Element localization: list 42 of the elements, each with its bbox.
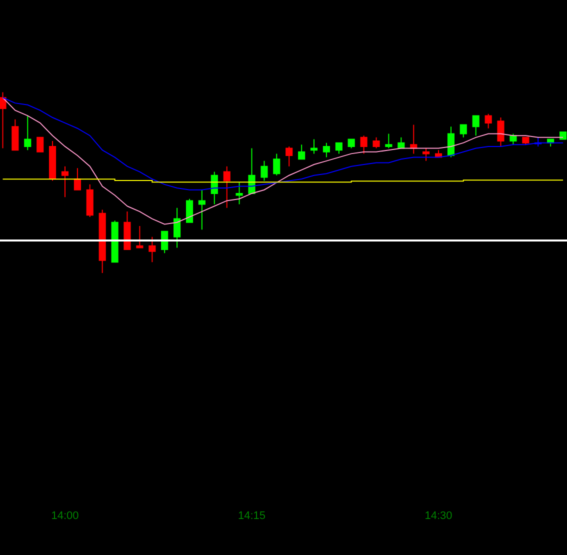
candlestick [86,184,94,218]
candlestick [385,133,392,149]
candlestick [210,171,218,205]
candlestick [186,198,194,223]
candlestick [12,118,19,151]
candlestick [298,144,306,160]
candlestick [136,226,144,248]
candlestick [310,138,318,154]
candlestick [36,136,44,152]
candlestick [48,140,56,182]
candlestick [348,138,355,149]
candlestick [124,211,131,250]
candlestick [422,148,430,162]
candlestick [322,142,330,158]
candlestick [111,220,118,263]
candlestick [174,207,181,248]
candlestick [273,153,280,176]
candlestick [497,117,504,147]
candlestick [61,166,69,198]
candlestick [410,124,418,154]
x-tick-label: 14:00 [51,510,79,522]
candlestick [74,168,82,190]
candlestick [460,124,467,138]
candlestick [522,136,530,146]
candlestick [472,115,480,136]
candlestick [223,166,230,208]
candlestick [360,135,368,154]
candlestick [236,182,243,205]
candlestick [148,236,156,263]
candlestick [198,189,206,230]
candlestick [510,133,517,146]
candlestick [372,136,380,149]
candlestick [98,209,106,274]
candlestick [484,113,492,129]
candlestick [24,115,32,151]
x-tick-label: 14:30 [424,510,452,522]
candlestick [260,160,268,182]
candlestick [0,92,6,149]
candlestick [286,146,293,167]
candlestick [447,126,455,158]
candlestick [335,142,342,154]
x-tick-label: 14:15 [238,510,266,522]
